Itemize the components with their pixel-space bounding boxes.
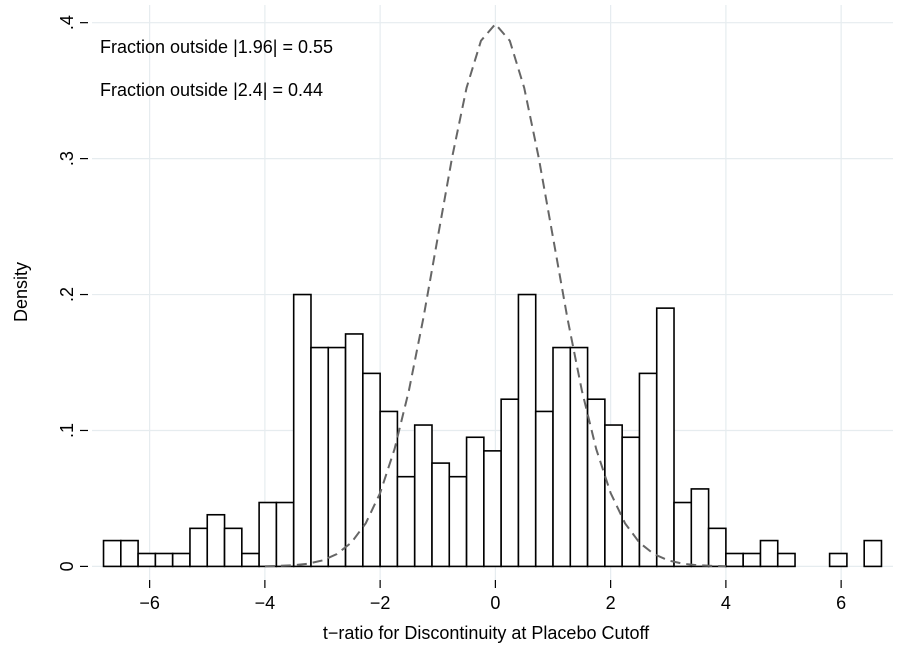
bar (828, 552, 848, 568)
bar (379, 410, 399, 568)
y-tick-label: .4 (57, 15, 77, 30)
bar (465, 436, 485, 568)
x-tick-label: −6 (139, 593, 160, 613)
y-tick-label: 0 (57, 561, 77, 571)
bar (483, 450, 502, 568)
bar (327, 346, 347, 568)
bar (292, 293, 312, 568)
bar (534, 410, 554, 568)
bar (742, 552, 762, 568)
bar (863, 539, 883, 568)
annotation: Fraction outside |1.96| = 0.55 (100, 37, 333, 57)
y-axis-title: Density (11, 262, 31, 322)
bar (137, 552, 157, 568)
bar (344, 333, 364, 568)
bar (258, 501, 278, 568)
bar (275, 501, 295, 568)
bar (552, 346, 572, 568)
bar (500, 398, 520, 568)
bar (707, 527, 727, 568)
bar (241, 552, 260, 568)
bar (655, 307, 675, 568)
x-tick-label: 0 (490, 593, 500, 613)
bar (413, 424, 433, 568)
bar (759, 539, 779, 568)
bar (621, 436, 641, 568)
y-tick-label: .2 (57, 287, 77, 302)
x-tick-label: 4 (721, 593, 731, 613)
bar (223, 527, 243, 568)
x-tick-label: −4 (255, 593, 276, 613)
x-tick-label: −2 (370, 593, 391, 613)
bar (586, 398, 606, 568)
bar (725, 552, 744, 568)
y-tick-label: .3 (57, 151, 77, 166)
bar (517, 293, 537, 568)
annotation: Fraction outside |2.4| = 0.44 (100, 80, 323, 100)
bar (120, 539, 139, 568)
bar (448, 475, 468, 568)
bar (604, 424, 623, 568)
x-tick-label: 6 (836, 593, 846, 613)
bar (431, 462, 451, 568)
y-tick-label: .1 (57, 423, 77, 438)
density-curve (264, 22, 726, 568)
bar (102, 539, 122, 568)
bar (690, 488, 710, 568)
x-tick-label: 2 (606, 593, 616, 613)
bar (362, 372, 381, 568)
bar (776, 552, 796, 568)
bar (171, 552, 191, 568)
bar (396, 475, 416, 568)
bar (154, 552, 174, 568)
bar (189, 527, 209, 568)
bar (206, 513, 226, 568)
bar (569, 346, 589, 568)
bar (638, 372, 658, 568)
bar (673, 501, 693, 568)
x-axis-title: t−ratio for Discontinuity at Placebo Cut… (323, 623, 650, 643)
bar (310, 346, 330, 568)
